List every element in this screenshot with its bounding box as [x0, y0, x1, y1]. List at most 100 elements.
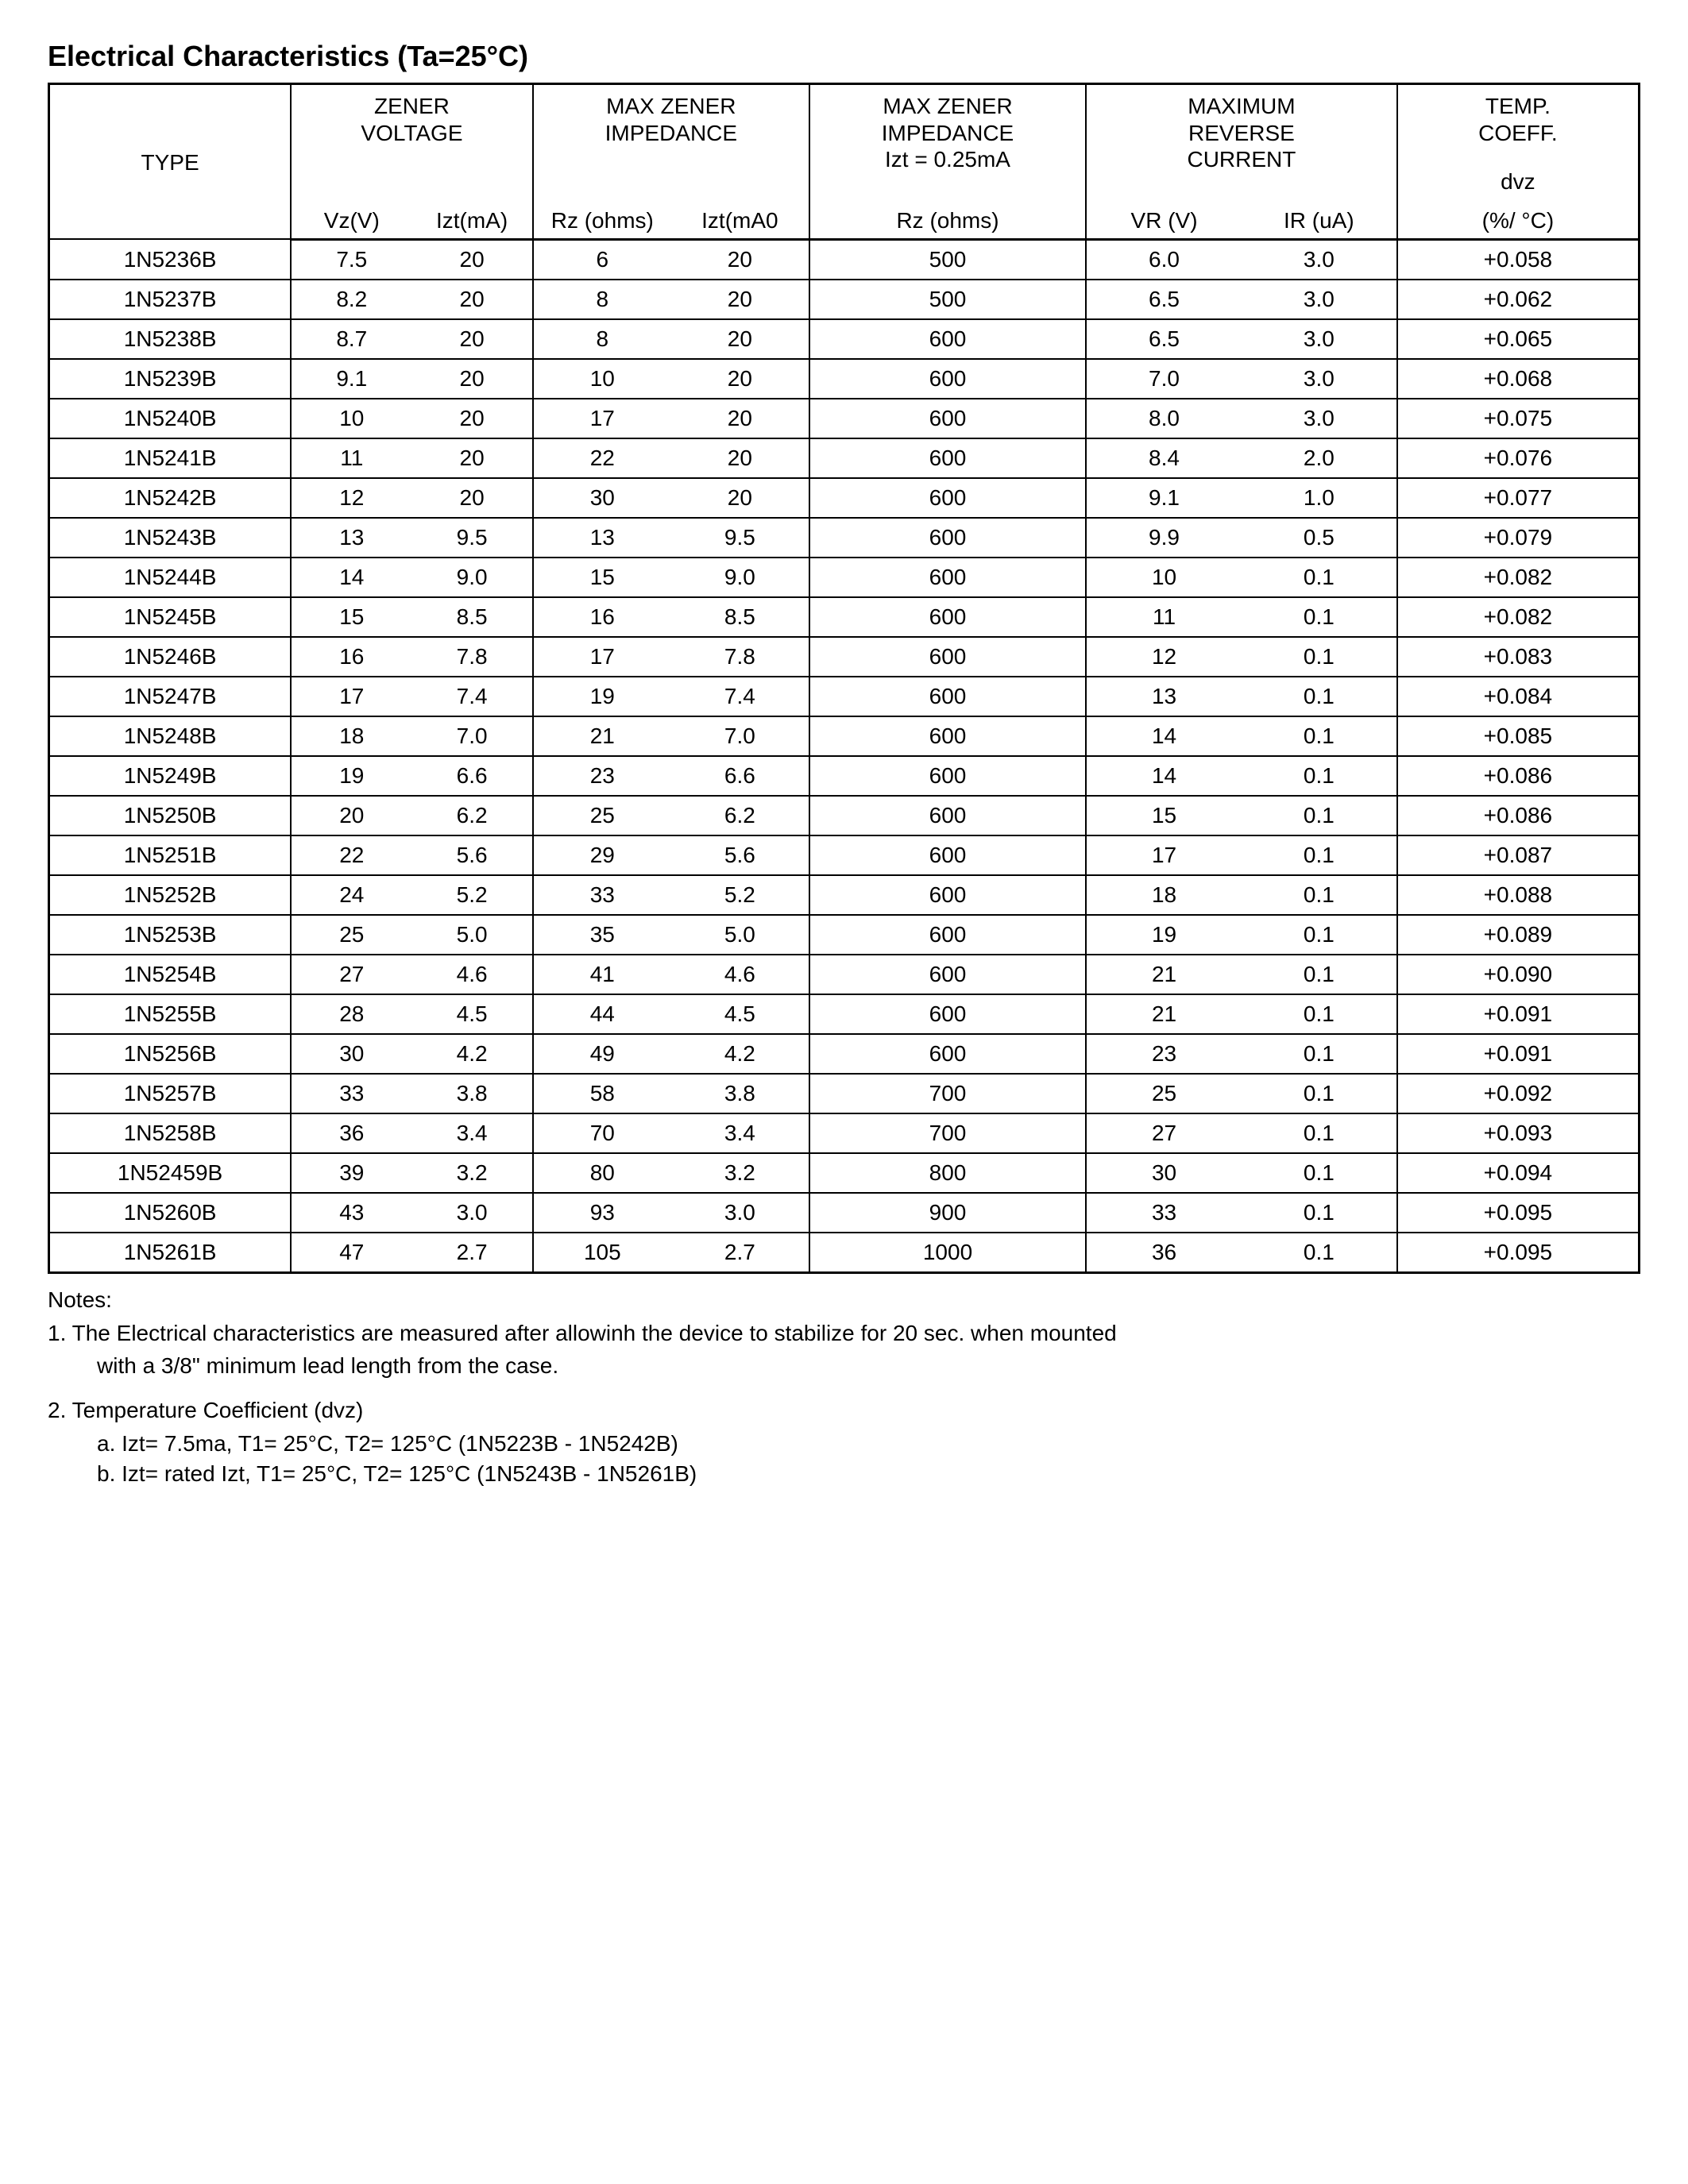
cell-vz: 43 — [291, 1193, 411, 1233]
cell-type: 1N5250B — [49, 796, 292, 835]
cell-type: 1N5257B — [49, 1074, 292, 1113]
cell-vr: 18 — [1086, 875, 1242, 915]
table-row: 1N5246B167.8177.8600120.1+0.083 — [49, 637, 1640, 677]
cell-izt: 5.6 — [411, 835, 532, 875]
cell-type: 1N5247B — [49, 677, 292, 716]
cell-vr: 14 — [1086, 756, 1242, 796]
table-row: 1N5244B149.0159.0600100.1+0.082 — [49, 558, 1640, 597]
colgroup-max-zener-impedance: MAX ZENERIMPEDANCE — [533, 84, 809, 202]
cell-vr: 33 — [1086, 1193, 1242, 1233]
note-1-cont: with a 3/8" minimum lead length from the… — [48, 1351, 1640, 1381]
cell-ir: 0.1 — [1242, 1193, 1397, 1233]
cell-vr: 12 — [1086, 637, 1242, 677]
cell-rz2: 600 — [809, 438, 1086, 478]
cell-vr: 6.5 — [1086, 280, 1242, 319]
cell-rz1: 10 — [533, 359, 671, 399]
colgroup-temp-coeff: TEMP.COEFF. dvz — [1397, 84, 1640, 202]
table-row: 1N5250B206.2256.2600150.1+0.086 — [49, 796, 1640, 835]
cell-rz2: 1000 — [809, 1233, 1086, 1273]
cell-type: 1N5241B — [49, 438, 292, 478]
cell-ir: 0.1 — [1242, 915, 1397, 955]
cell-ir: 3.0 — [1242, 319, 1397, 359]
cell-ir: 3.0 — [1242, 399, 1397, 438]
cell-rz1: 21 — [533, 716, 671, 756]
cell-ir: 0.1 — [1242, 716, 1397, 756]
cell-rz2: 600 — [809, 796, 1086, 835]
cell-izt2: 20 — [671, 478, 809, 518]
table-row: 1N5254B274.6414.6600210.1+0.090 — [49, 955, 1640, 994]
cell-rz2: 500 — [809, 239, 1086, 280]
col-izt2: Izt(mA0 — [671, 202, 809, 240]
cell-tempcoeff: +0.085 — [1397, 716, 1640, 756]
cell-rz2: 600 — [809, 955, 1086, 994]
cell-tempcoeff: +0.075 — [1397, 399, 1640, 438]
cell-vr: 21 — [1086, 994, 1242, 1034]
cell-vr: 17 — [1086, 835, 1242, 875]
cell-rz2: 600 — [809, 677, 1086, 716]
cell-vr: 9.9 — [1086, 518, 1242, 558]
cell-rz1: 93 — [533, 1193, 671, 1233]
table-row: 1N5237B8.2208205006.53.0+0.062 — [49, 280, 1640, 319]
cell-rz1: 25 — [533, 796, 671, 835]
cell-izt2: 9.0 — [671, 558, 809, 597]
col-type: TYPE — [49, 84, 292, 240]
cell-type: 1N5246B — [49, 637, 292, 677]
note-2: 2. Temperature Coefficient (dvz) — [48, 1395, 1640, 1426]
cell-rz1: 6 — [533, 239, 671, 280]
cell-vr: 36 — [1086, 1233, 1242, 1273]
cell-ir: 0.1 — [1242, 1233, 1397, 1273]
table-row: 1N5248B187.0217.0600140.1+0.085 — [49, 716, 1640, 756]
characteristics-table: TYPE ZENERVOLTAGE MAX ZENERIMPEDANCE MAX… — [48, 83, 1640, 1274]
cell-izt: 9.0 — [411, 558, 532, 597]
cell-rz2: 600 — [809, 1034, 1086, 1074]
table-row: 1N5236B7.5206205006.03.0+0.058 — [49, 239, 1640, 280]
cell-rz2: 600 — [809, 597, 1086, 637]
cell-tempcoeff: +0.058 — [1397, 239, 1640, 280]
cell-vz: 24 — [291, 875, 411, 915]
cell-rz1: 29 — [533, 835, 671, 875]
page-title: Electrical Characteristics (Ta=25°C) — [48, 40, 1640, 73]
table-row: 1N5252B245.2335.2600180.1+0.088 — [49, 875, 1640, 915]
cell-vz: 10 — [291, 399, 411, 438]
cell-type: 1N5251B — [49, 835, 292, 875]
cell-izt2: 4.6 — [671, 955, 809, 994]
cell-ir: 0.1 — [1242, 597, 1397, 637]
cell-type: 1N5258B — [49, 1113, 292, 1153]
cell-izt: 20 — [411, 478, 532, 518]
cell-ir: 0.5 — [1242, 518, 1397, 558]
cell-rz1: 17 — [533, 399, 671, 438]
cell-vr: 30 — [1086, 1153, 1242, 1193]
note-1: 1. The Electrical characteristics are me… — [48, 1318, 1640, 1349]
cell-vr: 14 — [1086, 716, 1242, 756]
cell-tempcoeff: +0.095 — [1397, 1233, 1640, 1273]
cell-tempcoeff: +0.091 — [1397, 994, 1640, 1034]
cell-rz1: 15 — [533, 558, 671, 597]
cell-izt2: 7.8 — [671, 637, 809, 677]
cell-rz1: 8 — [533, 319, 671, 359]
table-row: 1N5240B102017206008.03.0+0.075 — [49, 399, 1640, 438]
cell-rz2: 600 — [809, 716, 1086, 756]
cell-vr: 11 — [1086, 597, 1242, 637]
cell-ir: 3.0 — [1242, 359, 1397, 399]
cell-izt2: 7.4 — [671, 677, 809, 716]
cell-izt: 20 — [411, 280, 532, 319]
cell-vz: 11 — [291, 438, 411, 478]
cell-izt2: 4.5 — [671, 994, 809, 1034]
note-2a: a. Izt= 7.5ma, T1= 25°C, T2= 125°C (1N52… — [48, 1429, 1640, 1459]
cell-vz: 22 — [291, 835, 411, 875]
cell-rz2: 600 — [809, 915, 1086, 955]
cell-vz: 8.2 — [291, 280, 411, 319]
cell-ir: 0.1 — [1242, 637, 1397, 677]
cell-izt2: 5.0 — [671, 915, 809, 955]
cell-rz1: 35 — [533, 915, 671, 955]
table-row: 1N5253B255.0355.0600190.1+0.089 — [49, 915, 1640, 955]
cell-tempcoeff: +0.088 — [1397, 875, 1640, 915]
cell-type: 1N5240B — [49, 399, 292, 438]
cell-vz: 13 — [291, 518, 411, 558]
cell-rz2: 600 — [809, 518, 1086, 558]
cell-tempcoeff: +0.083 — [1397, 637, 1640, 677]
cell-izt2: 9.5 — [671, 518, 809, 558]
cell-izt: 20 — [411, 438, 532, 478]
cell-rz2: 600 — [809, 756, 1086, 796]
table-row: 1N5256B304.2494.2600230.1+0.091 — [49, 1034, 1640, 1074]
